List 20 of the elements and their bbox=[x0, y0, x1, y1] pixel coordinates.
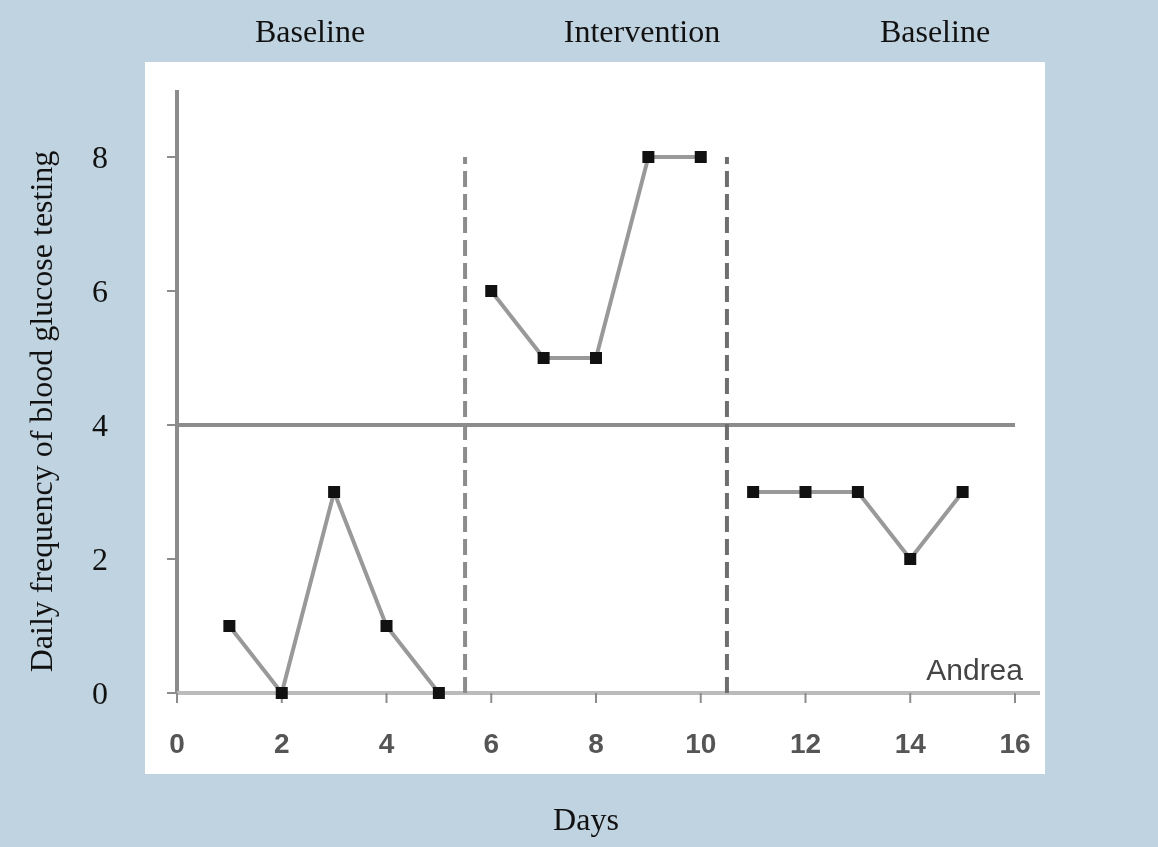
text: Intervention bbox=[563, 13, 721, 49]
x-tick-label: 6 bbox=[483, 728, 500, 759]
x-tick-label: 0 bbox=[169, 728, 185, 759]
y-tick-label: 2 bbox=[92, 541, 108, 578]
x-tick-label: 2 bbox=[273, 728, 290, 759]
x-tick-label: 8 bbox=[588, 728, 604, 759]
x-tick-label: 10 bbox=[685, 728, 717, 759]
x-axis-title: Days bbox=[553, 801, 619, 837]
y-axis-title: Daily frequency of blood glucose testing bbox=[23, 150, 59, 673]
text: Baseline bbox=[254, 13, 366, 49]
y-tick-label: 8 bbox=[92, 139, 108, 176]
annotation: Andrea bbox=[926, 653, 1024, 686]
x-tick-label: 4 bbox=[378, 728, 395, 759]
y-tick-label: 0 bbox=[92, 675, 108, 712]
x-tick-label: 14 bbox=[894, 728, 927, 759]
y-tick-label: 6 bbox=[92, 273, 108, 310]
text: Baseline bbox=[879, 13, 991, 49]
x-tick-label: 16 bbox=[999, 728, 1031, 759]
y-tick-label: 4 bbox=[92, 407, 108, 444]
x-tick-label: 12 bbox=[789, 728, 822, 759]
